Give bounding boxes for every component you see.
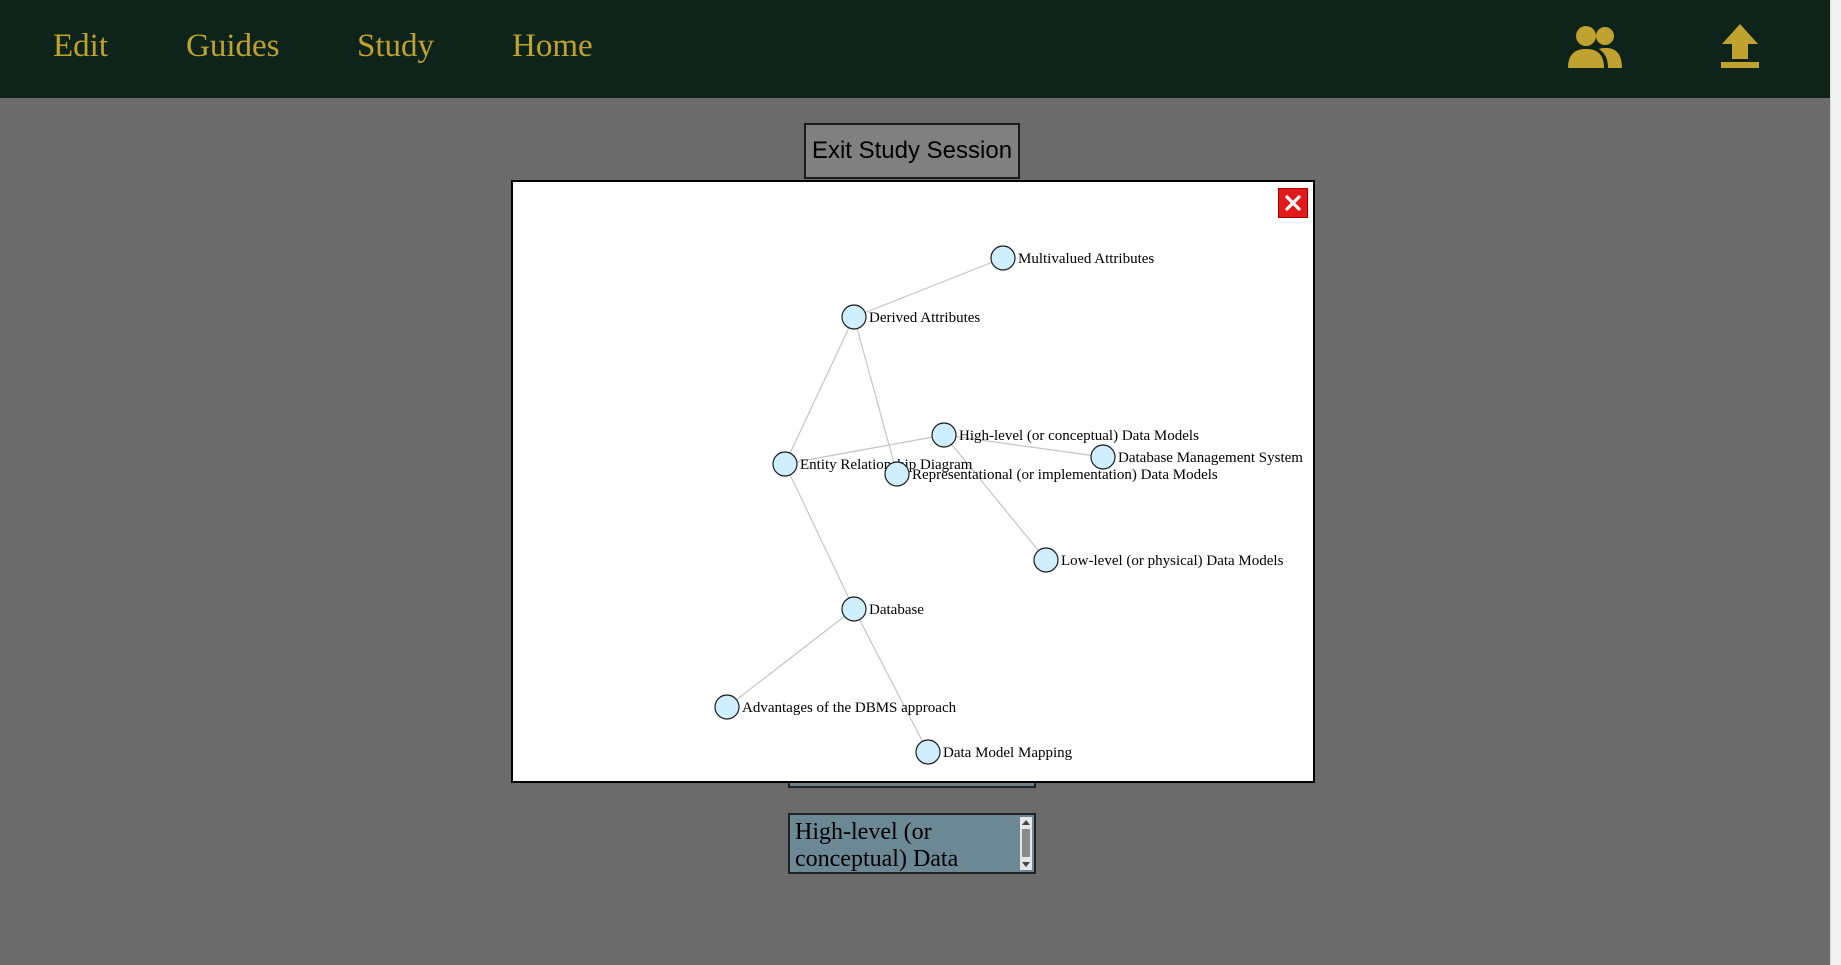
close-icon[interactable] bbox=[1278, 188, 1308, 218]
exit-study-session-button[interactable]: Exit Study Session bbox=[804, 123, 1020, 179]
scroll-down-icon[interactable] bbox=[1022, 862, 1030, 867]
graph-node[interactable] bbox=[915, 739, 941, 765]
graph-node[interactable] bbox=[841, 304, 867, 330]
graph-node-label: High-level (or conceptual) Data Models bbox=[959, 428, 1199, 444]
graph-edge bbox=[784, 316, 855, 465]
nav-home-link[interactable]: Home bbox=[512, 28, 593, 64]
concept-map-modal: Multivalued Attributes Derived Attributes… bbox=[511, 180, 1315, 783]
users-icon[interactable] bbox=[1566, 24, 1624, 75]
graph-edge bbox=[726, 608, 855, 708]
answer-text: High-level (or conceptual) Data bbox=[795, 819, 959, 872]
graph-node-label: Multivalued Attributes bbox=[1018, 251, 1154, 267]
graph-node[interactable] bbox=[1090, 444, 1116, 470]
graph-node[interactable] bbox=[931, 422, 957, 448]
graph-node-label: Low-level (or physical) Data Models bbox=[1061, 553, 1284, 569]
graph-node-label: Database Management System bbox=[1118, 450, 1303, 466]
answer-scrollbar[interactable] bbox=[1020, 817, 1032, 870]
page-scrollbar[interactable] bbox=[1830, 0, 1841, 965]
graph-node[interactable] bbox=[772, 451, 798, 477]
nav-study-link[interactable]: Study bbox=[357, 28, 435, 64]
scroll-thumb[interactable] bbox=[1022, 829, 1030, 857]
graph-node-label: Entity Relationship Diagram bbox=[800, 457, 973, 473]
graph-node[interactable] bbox=[990, 245, 1016, 271]
graph-edge bbox=[784, 463, 855, 610]
answer-textbox[interactable]: High-level (or conceptual) Data bbox=[788, 813, 1036, 874]
graph-node-label: Database bbox=[869, 602, 924, 618]
nav-guides-link[interactable]: Guides bbox=[186, 28, 280, 64]
concept-graph[interactable]: Multivalued Attributes Derived Attributes… bbox=[513, 182, 1313, 781]
graph-edge bbox=[853, 608, 929, 753]
graph-node-label: Representational (or implementation) Dat… bbox=[912, 467, 1218, 483]
graph-edge bbox=[853, 316, 898, 475]
graph-edge bbox=[943, 434, 1104, 458]
graph-edge bbox=[853, 257, 1004, 318]
top-navbar: Edit Guides Study Home bbox=[0, 0, 1830, 98]
graph-edge bbox=[943, 434, 1047, 561]
graph-node[interactable] bbox=[884, 461, 910, 487]
graph-node[interactable] bbox=[714, 694, 740, 720]
nav-edit-link[interactable]: Edit bbox=[53, 28, 108, 64]
graph-node-label: Advantages of the DBMS approach bbox=[742, 700, 957, 716]
graph-node-label: Derived Attributes bbox=[869, 310, 980, 326]
upload-icon[interactable] bbox=[1720, 23, 1760, 74]
scroll-up-icon[interactable] bbox=[1022, 820, 1030, 825]
graph-node[interactable] bbox=[841, 596, 867, 622]
graph-node[interactable] bbox=[1033, 547, 1059, 573]
graph-node-label: Data Model Mapping bbox=[943, 745, 1073, 761]
graph-edge bbox=[784, 434, 945, 465]
